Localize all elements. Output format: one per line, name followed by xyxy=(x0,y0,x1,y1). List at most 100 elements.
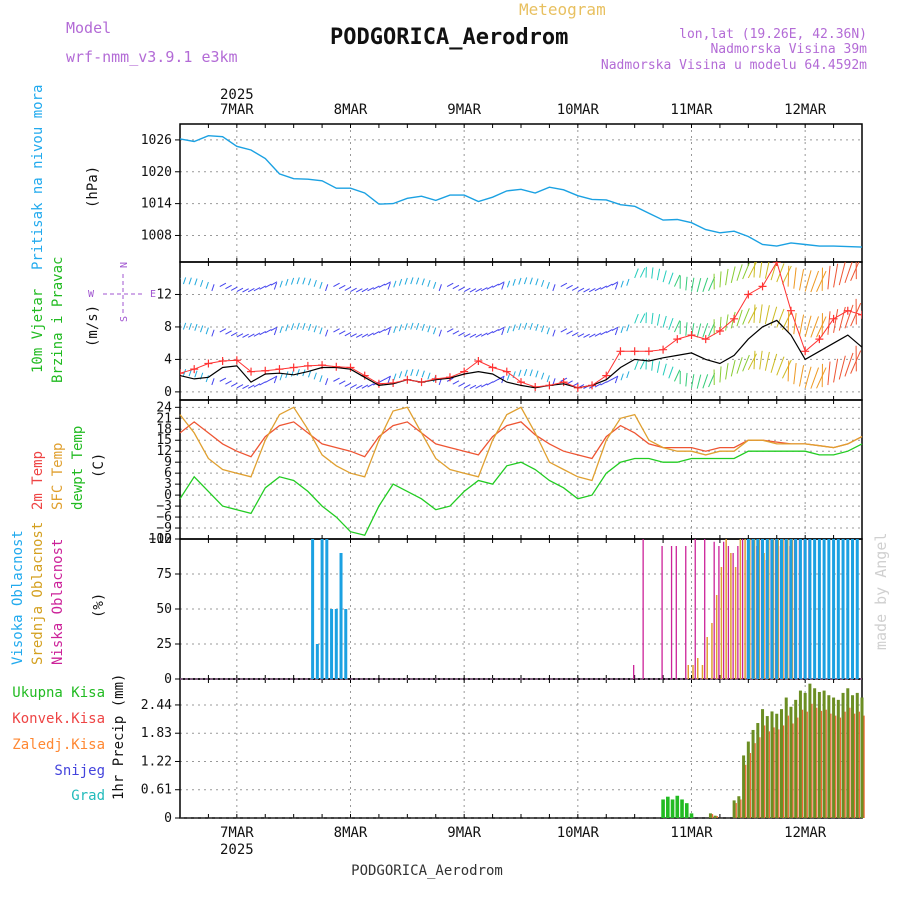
wind-barb xyxy=(793,267,797,289)
wind-barb xyxy=(194,278,198,286)
wind-barb xyxy=(265,378,272,383)
wind-barb xyxy=(810,316,820,338)
conv-overlay-bar xyxy=(801,709,804,818)
wind-barb xyxy=(696,374,702,389)
conv-overlay-bar xyxy=(768,731,770,818)
wind-barb xyxy=(355,333,363,338)
wind-barb xyxy=(634,268,639,279)
high-cloud-bar xyxy=(344,609,348,679)
total-precip-bar xyxy=(822,690,826,818)
wind-barb xyxy=(552,329,556,337)
wind-barb xyxy=(606,329,613,334)
wind-barb xyxy=(651,267,654,279)
wind-barb xyxy=(242,288,249,293)
gust-marker xyxy=(858,310,862,319)
model-elevation: Nadmorska Visina u modelu 64.4592m xyxy=(601,58,867,73)
wind-barb xyxy=(361,287,369,293)
y-tick-label: 50 xyxy=(156,602,172,617)
wind-barb xyxy=(344,332,352,337)
temp-axis-title-sfc: SFC Temp xyxy=(50,443,66,510)
wind-barb xyxy=(398,371,403,379)
y-tick-label: 1008 xyxy=(141,228,172,243)
high-cloud-bar xyxy=(315,644,319,679)
wind-barb xyxy=(236,333,244,338)
wind-barb xyxy=(535,278,539,286)
wind-barb xyxy=(188,277,192,285)
panel-frame xyxy=(179,399,863,540)
wind-barb xyxy=(427,372,431,380)
top-day-label: 10MAR xyxy=(557,102,600,118)
station-title: PODGORICA_Aerodrom xyxy=(330,25,568,50)
bottom-day-label: 10MAR xyxy=(557,825,600,841)
wind-barb xyxy=(691,277,695,292)
wind-barb xyxy=(182,369,187,376)
wind-barb xyxy=(696,323,702,338)
wind-barb xyxy=(668,366,674,379)
wind-barb xyxy=(620,326,624,334)
wind-barb xyxy=(776,356,785,376)
wind-barb xyxy=(372,285,380,290)
temp-axis-title-2m: 2m Temp xyxy=(30,451,46,510)
wind-barb xyxy=(458,286,465,291)
wind-barb xyxy=(552,284,556,292)
wind-barb xyxy=(804,366,812,389)
wind-barb xyxy=(492,378,499,383)
wind-barb xyxy=(518,277,522,285)
wind-barb xyxy=(265,283,272,288)
wind-barb xyxy=(452,380,460,385)
wind-barb xyxy=(742,354,750,372)
panel-frame xyxy=(179,123,863,263)
wind-barb xyxy=(319,327,323,335)
conv-overlay-bar xyxy=(749,753,752,818)
high-cloud-bar xyxy=(841,539,845,679)
conv-precip-bar xyxy=(661,799,665,818)
pressure-line xyxy=(179,134,863,248)
total-precip-bar xyxy=(756,723,760,818)
panels: 7MAR 7MAR 8MAR 8MAR 9MAR 9MAR 10MAR 10MAR 11MAR 1… xyxy=(10,85,865,858)
wind-barb xyxy=(480,287,488,292)
total-precip-bar xyxy=(732,800,736,818)
footer-station: PODGORICA_Aerodrom xyxy=(351,863,503,879)
wind-barb xyxy=(753,350,756,370)
total-precip-bar xyxy=(817,691,821,818)
y-tick-label: 1020 xyxy=(141,165,172,180)
wind-barb xyxy=(338,330,346,335)
wind-barb xyxy=(469,384,477,390)
wind-barb xyxy=(606,378,613,383)
wind-barb xyxy=(427,325,431,333)
y-tick-label: 1.83 xyxy=(141,726,172,741)
total-precip-bar xyxy=(813,688,817,818)
wind-barb xyxy=(279,280,283,288)
wind-barb xyxy=(810,367,820,389)
wind-barb xyxy=(662,270,667,283)
wind-barb xyxy=(338,284,346,290)
wind-barb xyxy=(296,322,300,330)
total-precip-bar xyxy=(708,813,712,818)
wind-barb xyxy=(759,304,763,324)
wind-barb xyxy=(384,326,391,332)
temp-line-2 xyxy=(179,443,863,537)
wind-barb xyxy=(827,361,831,386)
wind-barb xyxy=(850,350,862,374)
gust-marker xyxy=(772,262,781,266)
wind-barb xyxy=(398,278,403,286)
precip-unit: 1hr Precip (mm) xyxy=(111,674,127,800)
wind-barb xyxy=(486,381,494,386)
wind-barb xyxy=(759,262,763,278)
y-tick-label: 2.44 xyxy=(141,698,172,713)
wind-barb xyxy=(415,322,420,330)
conv-overlay-bar xyxy=(863,715,865,818)
wind-barb xyxy=(307,370,312,378)
y-tick-label: −9 xyxy=(156,521,172,536)
wind-barb xyxy=(188,322,192,330)
wind-barb xyxy=(194,323,198,331)
wind-barb xyxy=(793,313,797,335)
wind-barb xyxy=(404,323,408,331)
conv-overlay-bar xyxy=(858,711,860,818)
conv-precip-bar xyxy=(670,799,675,818)
conv-overlay-bar xyxy=(806,711,808,818)
wind-barb xyxy=(421,370,425,378)
wind-barb xyxy=(273,376,278,384)
wind-barb xyxy=(540,325,545,333)
wind-barb xyxy=(639,313,646,324)
